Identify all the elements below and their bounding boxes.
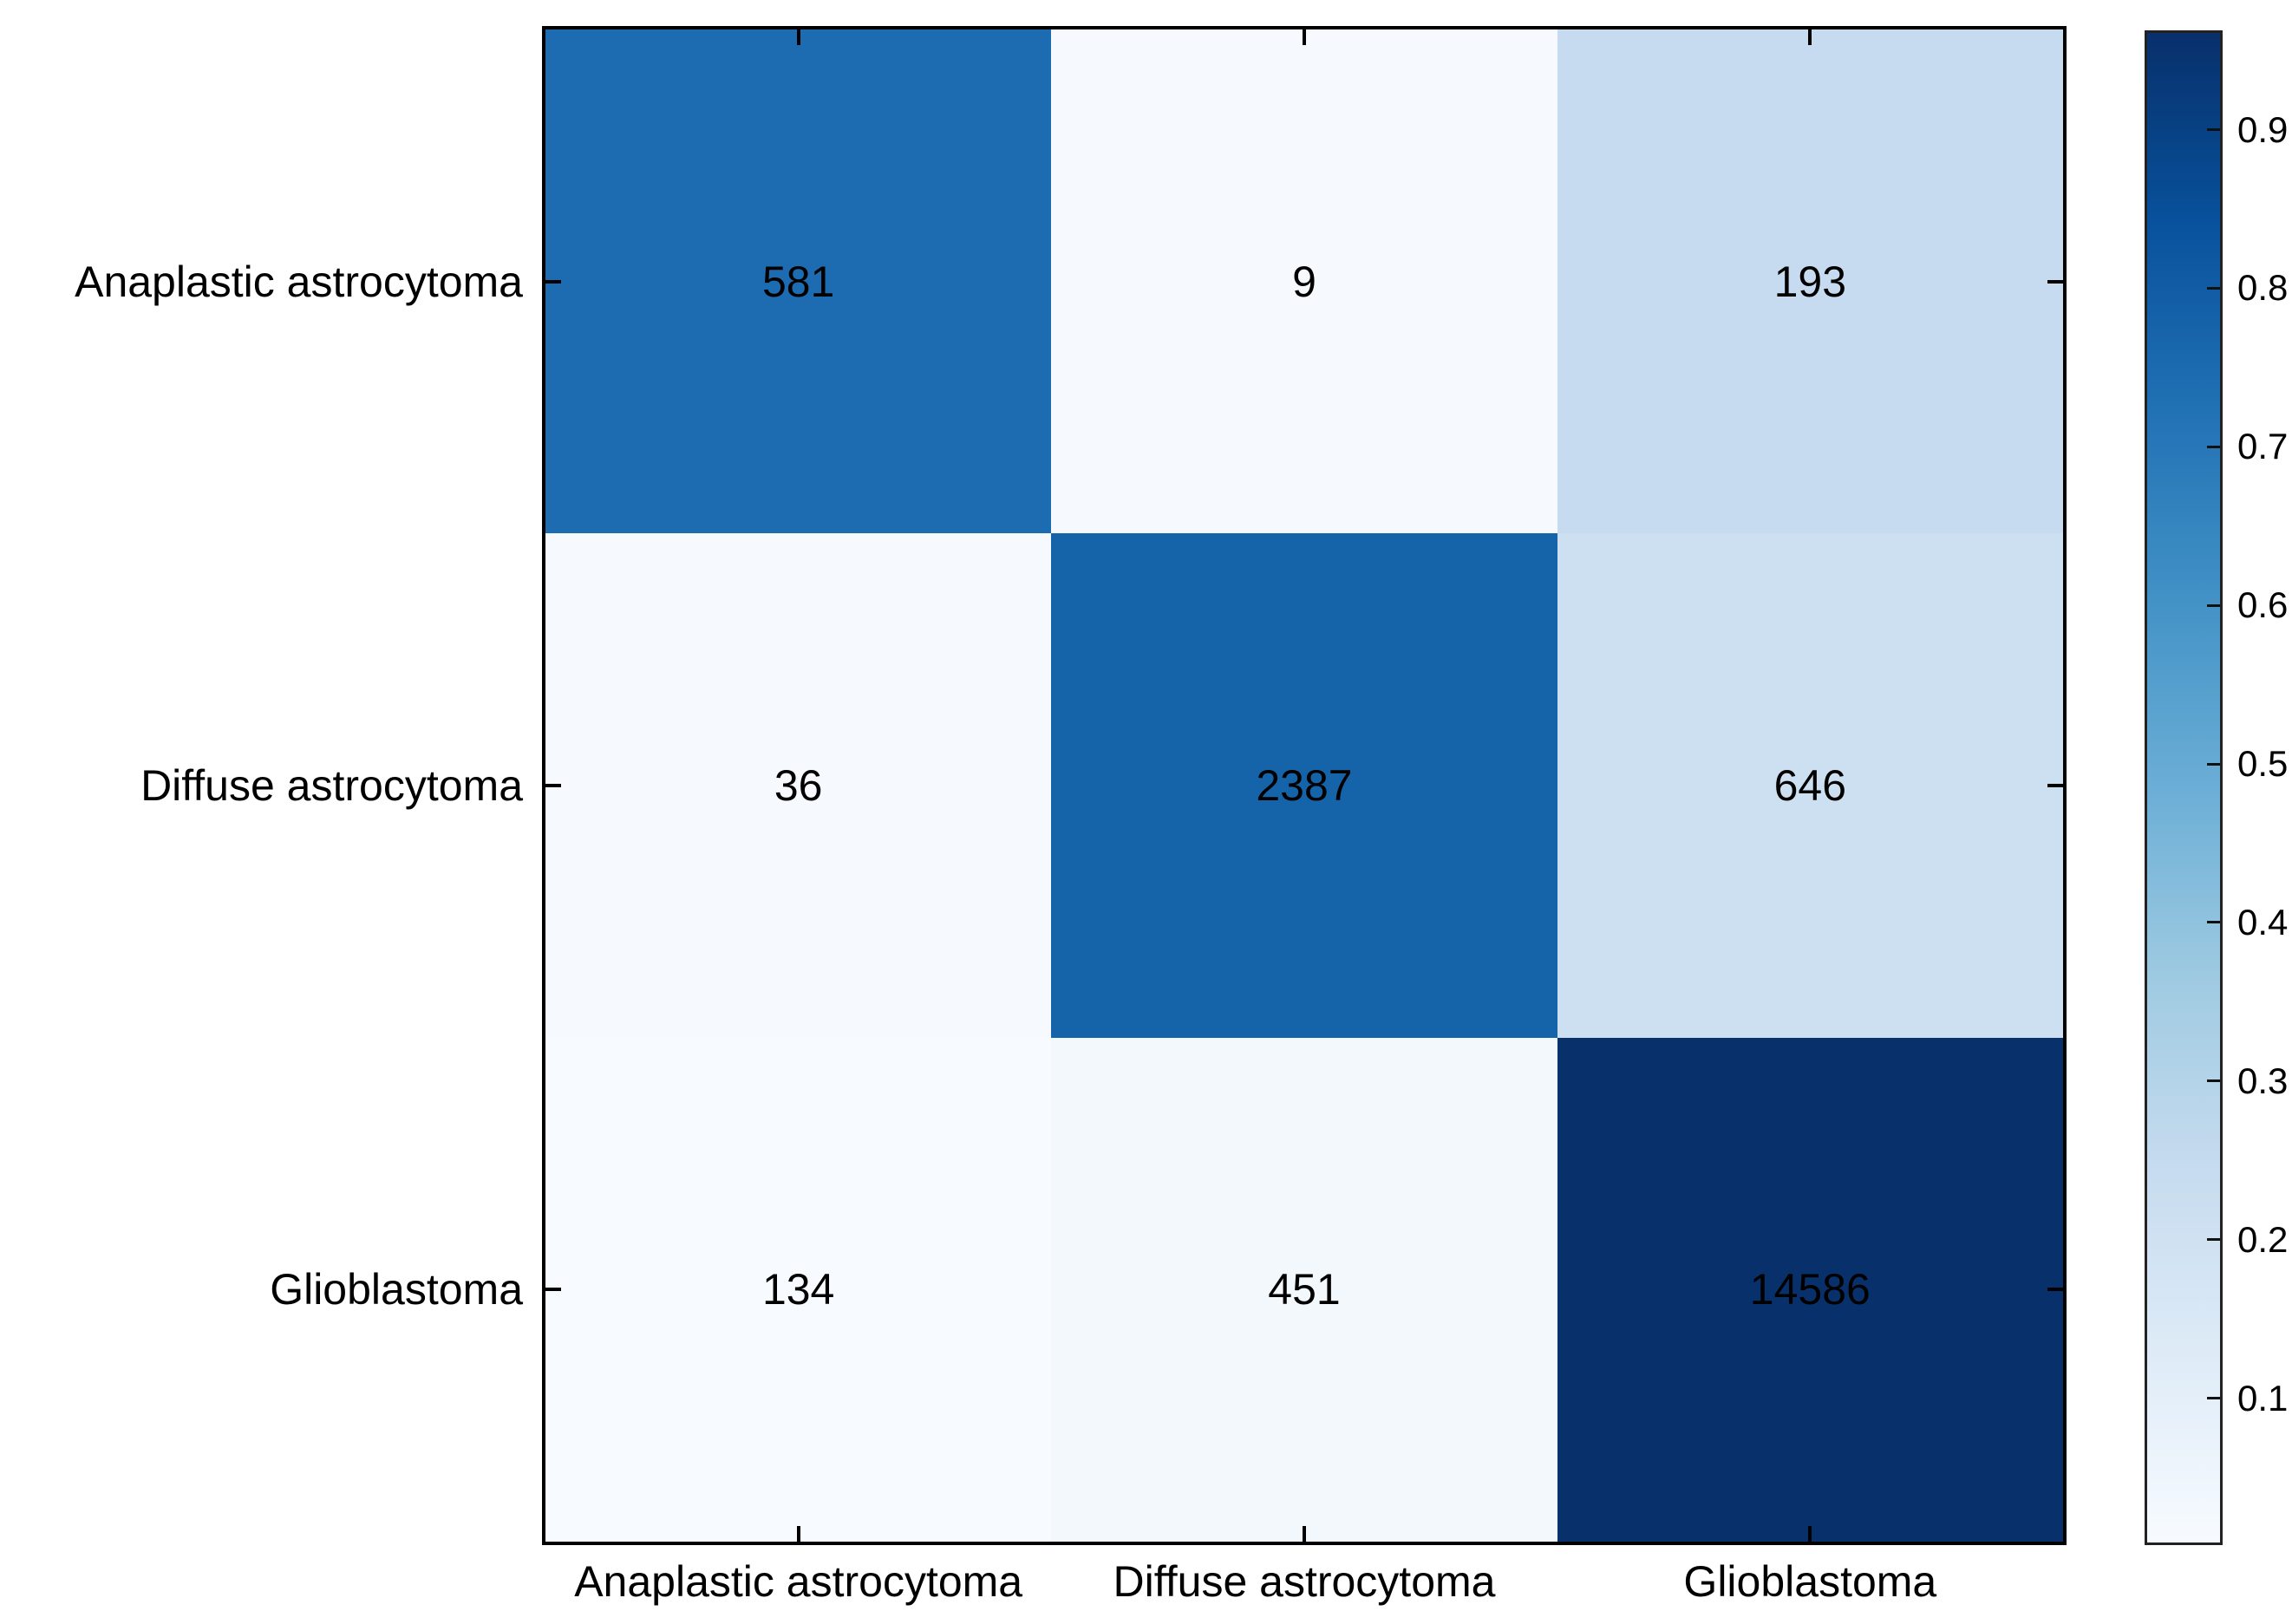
colorbar-tick-label: 0.8 bbox=[2237, 267, 2289, 309]
colorbar-tick bbox=[2207, 1079, 2220, 1083]
colorbar-tick bbox=[2207, 1397, 2220, 1400]
x-tick-label: Anaplastic astrocytoma bbox=[574, 1557, 1023, 1606]
cell-value: 14586 bbox=[1749, 1265, 1871, 1314]
heatmap-grid: 581 9 193 36 2387 646 134 451 14586 bbox=[545, 29, 2063, 1542]
colorbar-tick bbox=[2207, 603, 2220, 607]
axis-tick bbox=[2047, 279, 2063, 284]
colorbar-tick-label: 0.6 bbox=[2237, 584, 2289, 626]
y-tick-label: Glioblastoma bbox=[270, 1265, 523, 1314]
colorbar-tick-label: 0.7 bbox=[2237, 426, 2289, 467]
heatmap-cell-r1c0: 36 bbox=[545, 533, 1052, 1038]
heatmap-cell-r2c1: 451 bbox=[1051, 1037, 1557, 1542]
heatmap-cell-r0c2: 193 bbox=[1557, 29, 2063, 534]
cell-value: 2387 bbox=[1256, 760, 1353, 810]
colorbar-gradient bbox=[2147, 33, 2220, 1542]
colorbar-tick bbox=[2207, 286, 2220, 290]
axis-tick bbox=[1808, 1526, 1812, 1542]
heatmap-cell-r0c1: 9 bbox=[1051, 29, 1557, 534]
colorbar bbox=[2145, 30, 2223, 1545]
axis-tick bbox=[796, 29, 800, 45]
cell-value: 646 bbox=[1773, 760, 1847, 810]
colorbar-tick-label: 0.9 bbox=[2237, 108, 2289, 150]
colorbar-tick-label: 0.4 bbox=[2237, 901, 2289, 942]
cell-value: 36 bbox=[774, 760, 823, 810]
axis-tick bbox=[545, 279, 561, 284]
cell-value: 193 bbox=[1773, 257, 1847, 306]
colorbar-tick-label: 0.1 bbox=[2237, 1377, 2289, 1419]
heatmap-axes: 581 9 193 36 2387 646 134 451 14586 bbox=[542, 26, 2067, 1545]
axis-tick bbox=[2047, 1288, 2063, 1292]
heatmap-cell-r2c2: 14586 bbox=[1557, 1037, 2063, 1542]
cell-value: 134 bbox=[761, 1265, 835, 1314]
colorbar-tick bbox=[2207, 762, 2220, 766]
heatmap-cell-r2c0: 134 bbox=[545, 1037, 1052, 1542]
colorbar-tick bbox=[2207, 921, 2220, 924]
colorbar-tick bbox=[2207, 128, 2220, 132]
colorbar-tick bbox=[2207, 445, 2220, 448]
axis-tick bbox=[1808, 29, 1812, 45]
colorbar-tick-label: 0.3 bbox=[2237, 1060, 2289, 1101]
heatmap-cell-r1c1: 2387 bbox=[1051, 533, 1557, 1038]
axis-tick bbox=[796, 1526, 800, 1542]
colorbar-tick-label: 0.2 bbox=[2237, 1218, 2289, 1260]
axis-tick bbox=[545, 784, 561, 787]
y-tick-label: Diffuse astrocytoma bbox=[140, 761, 523, 810]
x-tick-label: Glioblastoma bbox=[1683, 1557, 1937, 1606]
axis-tick bbox=[545, 1288, 561, 1292]
cell-value: 9 bbox=[1292, 257, 1316, 306]
y-tick-label: Anaplastic astrocytoma bbox=[75, 257, 523, 306]
axis-tick bbox=[2047, 784, 2063, 787]
cell-value: 581 bbox=[761, 257, 835, 306]
x-tick-label: Diffuse astrocytoma bbox=[1113, 1557, 1496, 1606]
heatmap-cell-r1c2: 646 bbox=[1557, 533, 2063, 1038]
axis-tick bbox=[1303, 29, 1306, 45]
colorbar-tick-label: 0.5 bbox=[2237, 743, 2289, 785]
axis-tick bbox=[1303, 1526, 1306, 1542]
cell-value: 451 bbox=[1268, 1265, 1341, 1314]
colorbar-tick bbox=[2207, 1238, 2220, 1242]
heatmap-cell-r0c0: 581 bbox=[545, 29, 1052, 534]
